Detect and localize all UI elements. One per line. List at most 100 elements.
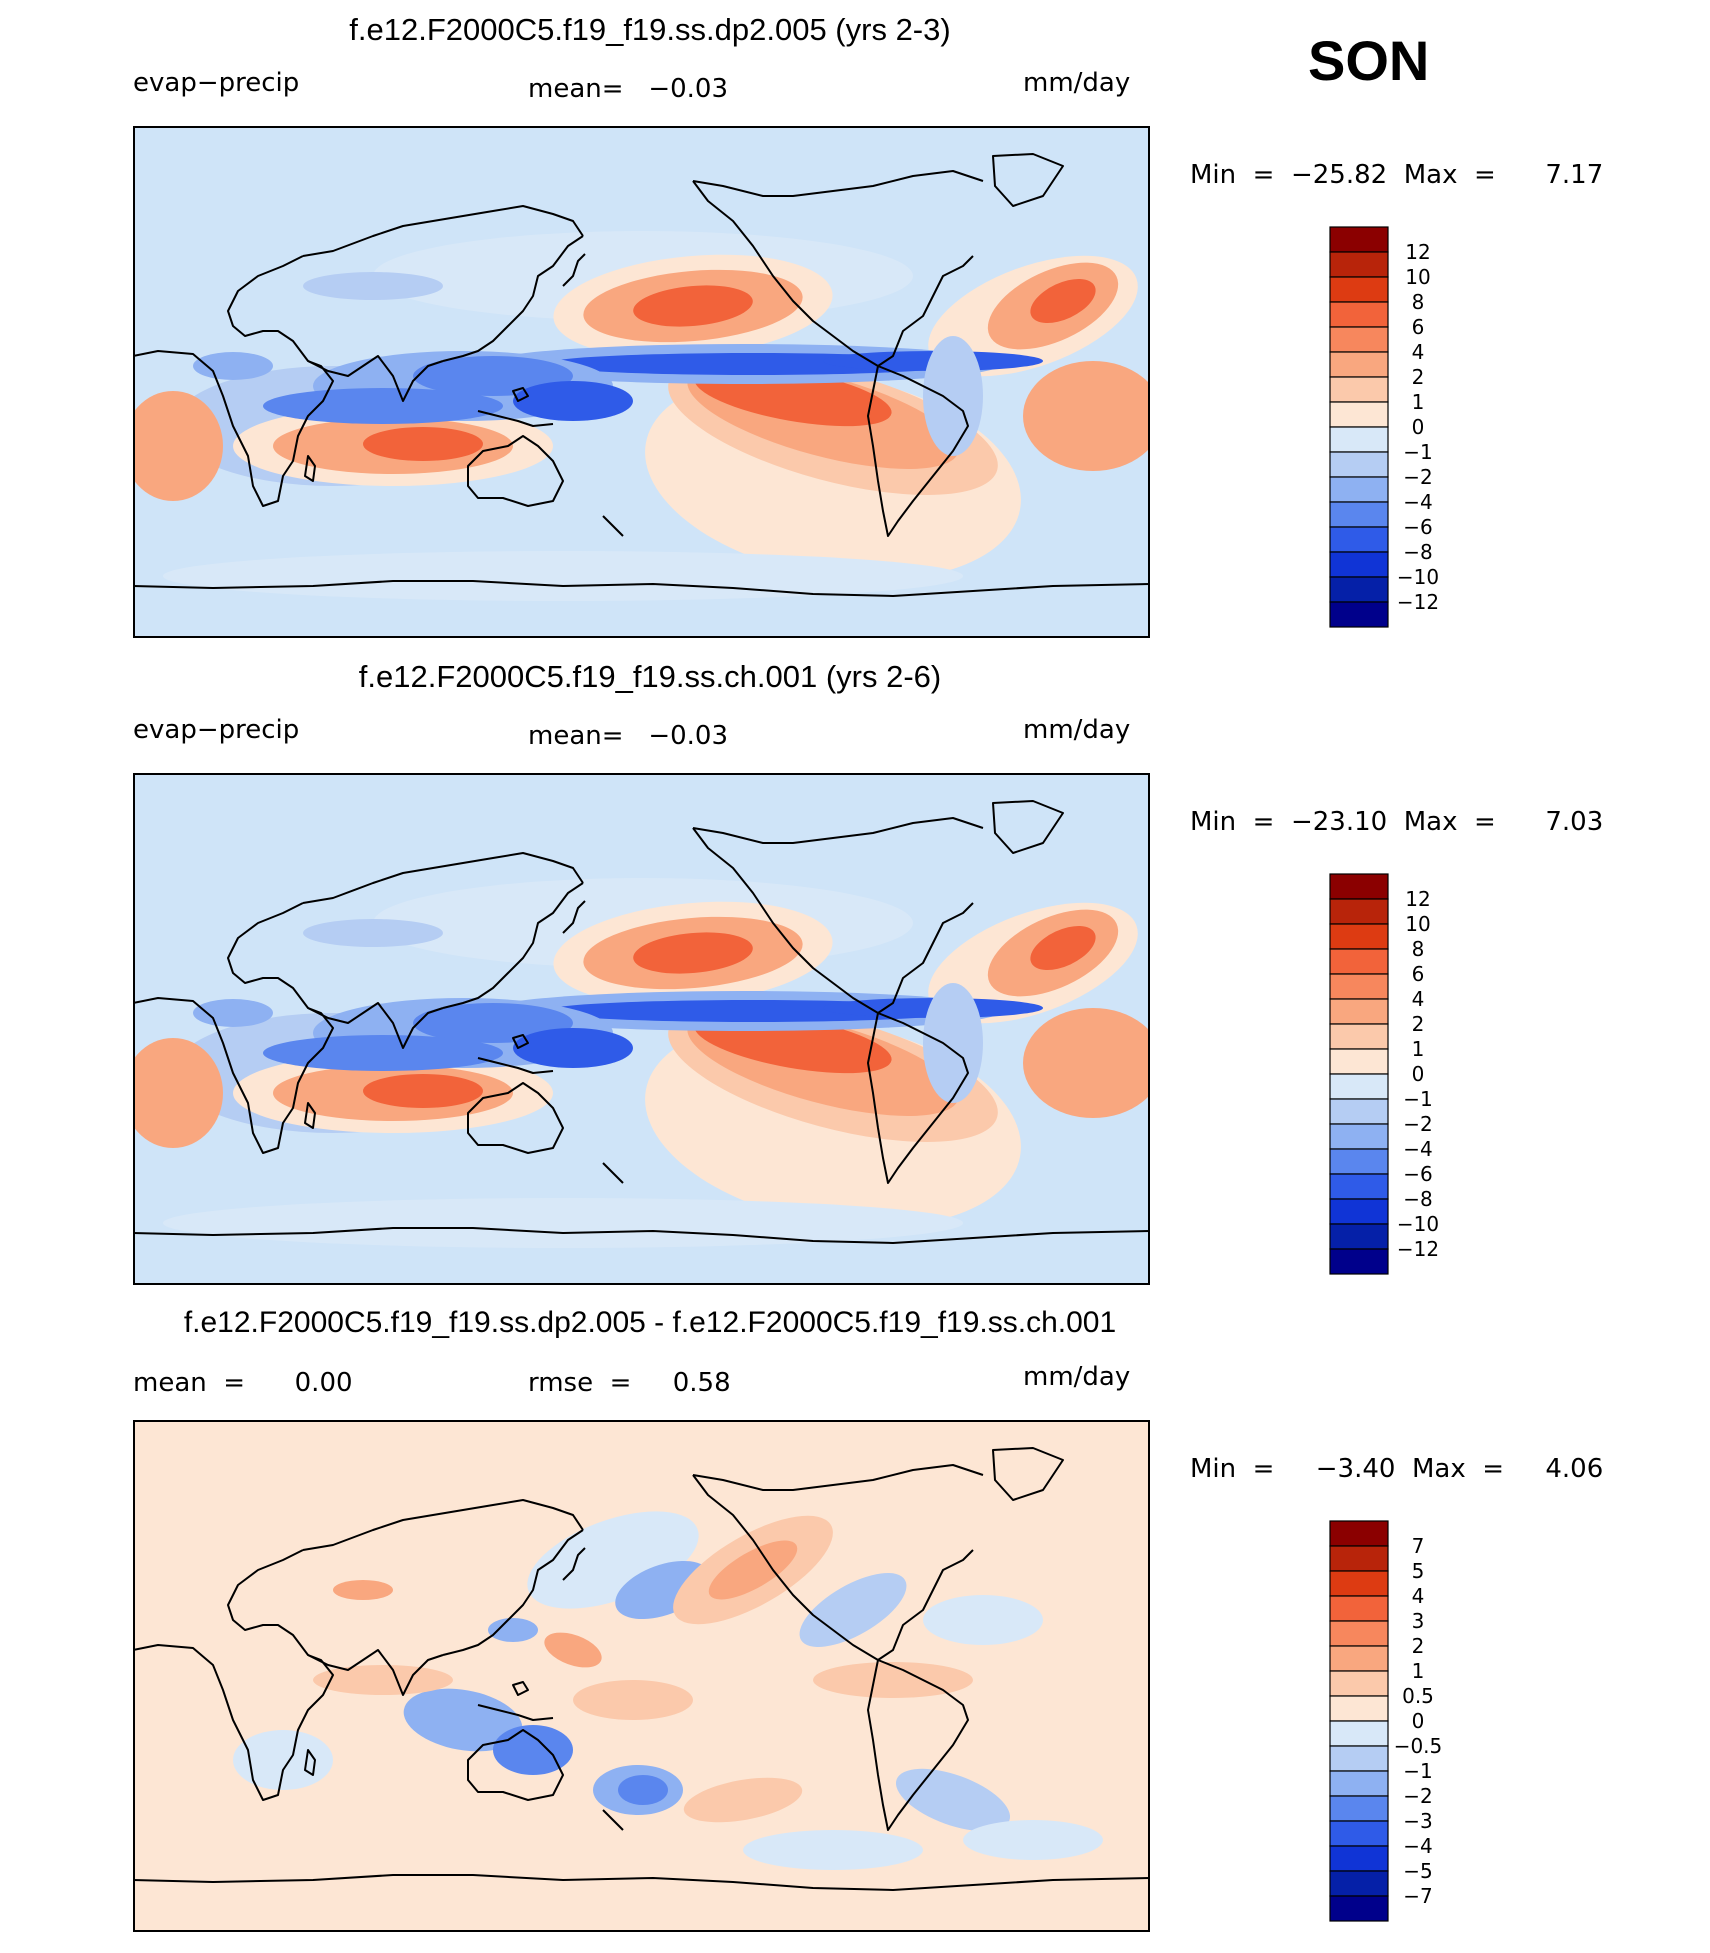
coastline	[304, 1749, 316, 1776]
map-frame	[133, 1420, 1150, 1932]
colorbar-tick-label: 2	[1412, 1012, 1425, 1036]
colorbar-swatch	[1329, 551, 1389, 578]
colorbar-swatch	[1329, 1198, 1389, 1225]
coastline	[692, 180, 974, 367]
coastline	[477, 410, 554, 427]
units-label: mm/day	[1023, 1362, 1131, 1392]
colorbar-tick-label: 8	[1412, 937, 1425, 961]
colorbar-swatch	[1329, 451, 1389, 478]
colorbar-tick-label: −2	[1403, 1784, 1432, 1808]
coastline	[692, 817, 984, 844]
coastline	[867, 1012, 969, 1184]
min-max-label: Min = −3.40 Max = 4.06	[1190, 1454, 1604, 1484]
colorbar-swatch	[1329, 1048, 1389, 1075]
colorbar-swatch	[1329, 226, 1389, 253]
contour-region	[895, 1768, 1011, 1832]
colorbar-tick-label: −10	[1397, 565, 1439, 589]
colorbar-tick-label: 2	[1412, 365, 1425, 389]
colorbar-tick-label: −8	[1403, 1187, 1432, 1211]
mean-label: mean= −0.03	[528, 721, 728, 751]
colorbar-tick-label: −8	[1403, 540, 1432, 564]
contour-region	[799, 1573, 907, 1647]
colorbar-swatch	[1329, 1073, 1389, 1100]
contour-region	[923, 983, 983, 1103]
coastline	[467, 1082, 564, 1154]
units-label: mm/day	[1023, 715, 1131, 745]
colorbar-swatch	[1329, 1670, 1389, 1697]
colorbar-tick-label: −1	[1403, 1087, 1432, 1111]
contour-region	[133, 391, 223, 501]
contour-region	[383, 1820, 543, 1860]
map-ch	[133, 773, 1150, 1285]
colorbar-swatch	[1329, 1570, 1389, 1597]
colorbar-swatch	[1329, 873, 1389, 900]
coastline	[304, 455, 316, 482]
colorbar-swatch	[1329, 351, 1389, 378]
colorbar-swatch	[1329, 501, 1389, 528]
colorbar-swatch	[1329, 1123, 1389, 1150]
colorbar-swatch	[1329, 1248, 1389, 1275]
colorbar-tick-label: −0.5	[1394, 1734, 1443, 1758]
colorbar-tick-label: 0.5	[1402, 1684, 1434, 1708]
coastline	[992, 1447, 1064, 1501]
contour-region	[683, 1777, 803, 1823]
colorbar-swatch	[1329, 1845, 1389, 1872]
colorbar-tick-label: 1	[1412, 390, 1425, 414]
contour-region	[313, 1665, 453, 1695]
colorbar-swatch	[1329, 601, 1389, 628]
coastline	[602, 515, 624, 537]
coastline	[302, 205, 584, 257]
colorbar-tick-label: −6	[1403, 515, 1432, 539]
coastline	[692, 170, 984, 197]
coastline	[562, 1547, 586, 1581]
colorbar-swatch	[1329, 576, 1389, 603]
variable-label: evap−precip	[133, 715, 300, 745]
colorbar-tick-label: 6	[1412, 962, 1425, 986]
contour-region	[1043, 1610, 1123, 1690]
coastline	[307, 1649, 444, 1696]
contour-region	[193, 352, 273, 380]
season-label: SON	[1308, 29, 1430, 92]
colorbar-tick-label: −6	[1403, 1162, 1432, 1186]
colorbar-tick-label: 4	[1412, 1584, 1425, 1608]
coastline	[133, 1549, 334, 1801]
colorbar-tick-label: 1	[1412, 1037, 1425, 1061]
colorbar-tick-label: −4	[1403, 490, 1432, 514]
rmse-label: rmse = 0.58	[528, 1368, 731, 1398]
panel-dp2: f.e12.F2000C5.f19_f19.ss.dp2.005 (yrs 2-…	[0, 0, 1710, 640]
colorbar-tick-label: −12	[1397, 1237, 1439, 1261]
coastline	[692, 1464, 984, 1491]
coastline	[302, 1499, 584, 1551]
contour-region	[493, 1725, 573, 1775]
colorbar-swatch	[1329, 1870, 1389, 1897]
coastline	[467, 435, 564, 507]
contour-region	[923, 336, 983, 456]
contour-region	[813, 1662, 973, 1698]
coastline	[477, 1057, 554, 1074]
coastline	[512, 1681, 529, 1696]
panel-diff: f.e12.F2000C5.f19_f19.ss.dp2.005 - f.e12…	[0, 1294, 1710, 1934]
contour-region	[163, 1198, 963, 1248]
colorbar-tick-label: 10	[1405, 265, 1430, 289]
colorbar-tick-label: 0	[1412, 1709, 1425, 1733]
coastline	[307, 1002, 444, 1049]
contour-region	[963, 1820, 1103, 1860]
coastline	[442, 1529, 584, 1656]
colorbar-swatch	[1329, 301, 1389, 328]
contour-region	[1023, 1008, 1150, 1118]
contour-region	[1023, 361, 1150, 471]
colorbar-tick-label: 6	[1412, 315, 1425, 339]
coastline	[307, 355, 444, 402]
coastline	[602, 1809, 624, 1831]
colorbar-tick-label: −2	[1403, 1112, 1432, 1136]
colorbar-swatch	[1329, 1023, 1389, 1050]
colorbar-swatch	[1329, 1223, 1389, 1250]
colorbar-tick-label: 12	[1405, 240, 1430, 264]
contour-region	[618, 1775, 668, 1805]
min-max-label: Min = −25.82 Max = 7.17	[1190, 160, 1604, 190]
colorbar-tick-label: −4	[1403, 1137, 1432, 1161]
map-frame	[133, 773, 1150, 1285]
colorbar-tick-label: 5	[1412, 1559, 1425, 1583]
